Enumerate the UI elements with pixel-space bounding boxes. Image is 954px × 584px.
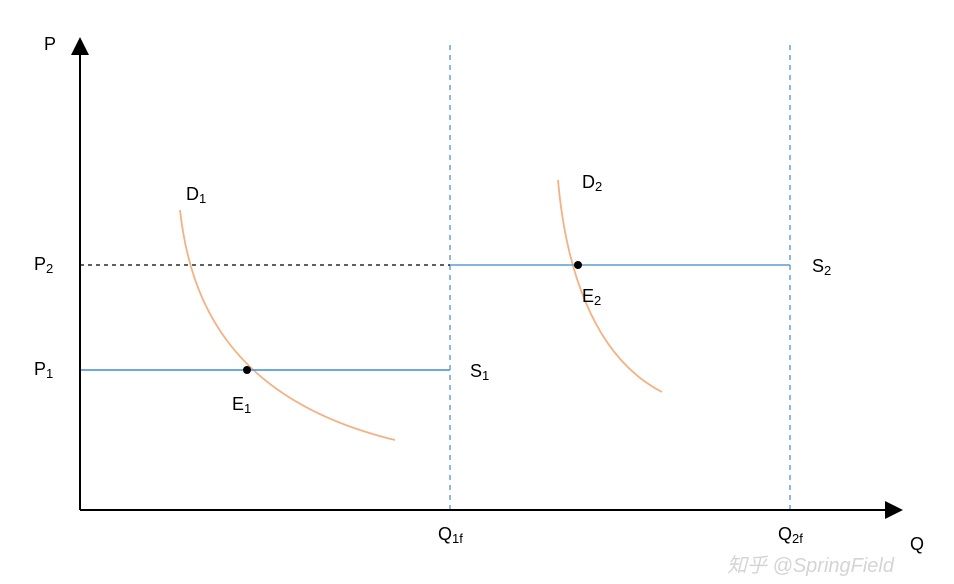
label-s2: S2 — [812, 256, 831, 278]
q-label-2f: Q2f — [778, 524, 803, 546]
point-e1 — [243, 366, 251, 374]
point-e2 — [574, 261, 582, 269]
label-s1: S1 — [470, 361, 489, 383]
q-label-1f: Q1f — [438, 524, 463, 546]
economics-chart: Q1f Q2f D1 D2 P2 P1 S2 S1 E1 E2 Q P — [0, 0, 954, 584]
x-axis-label: Q — [910, 534, 924, 554]
label-p1: P1 — [34, 359, 53, 381]
label-d1: D1 — [186, 184, 206, 206]
demand-curve-d2 — [558, 180, 662, 392]
demand-curve-d1 — [180, 210, 395, 440]
label-e2: E2 — [582, 286, 601, 308]
label-d2: D2 — [582, 172, 602, 194]
label-p2: P2 — [34, 254, 53, 276]
label-e1: E1 — [232, 394, 251, 416]
y-axis-label: P — [44, 34, 56, 54]
